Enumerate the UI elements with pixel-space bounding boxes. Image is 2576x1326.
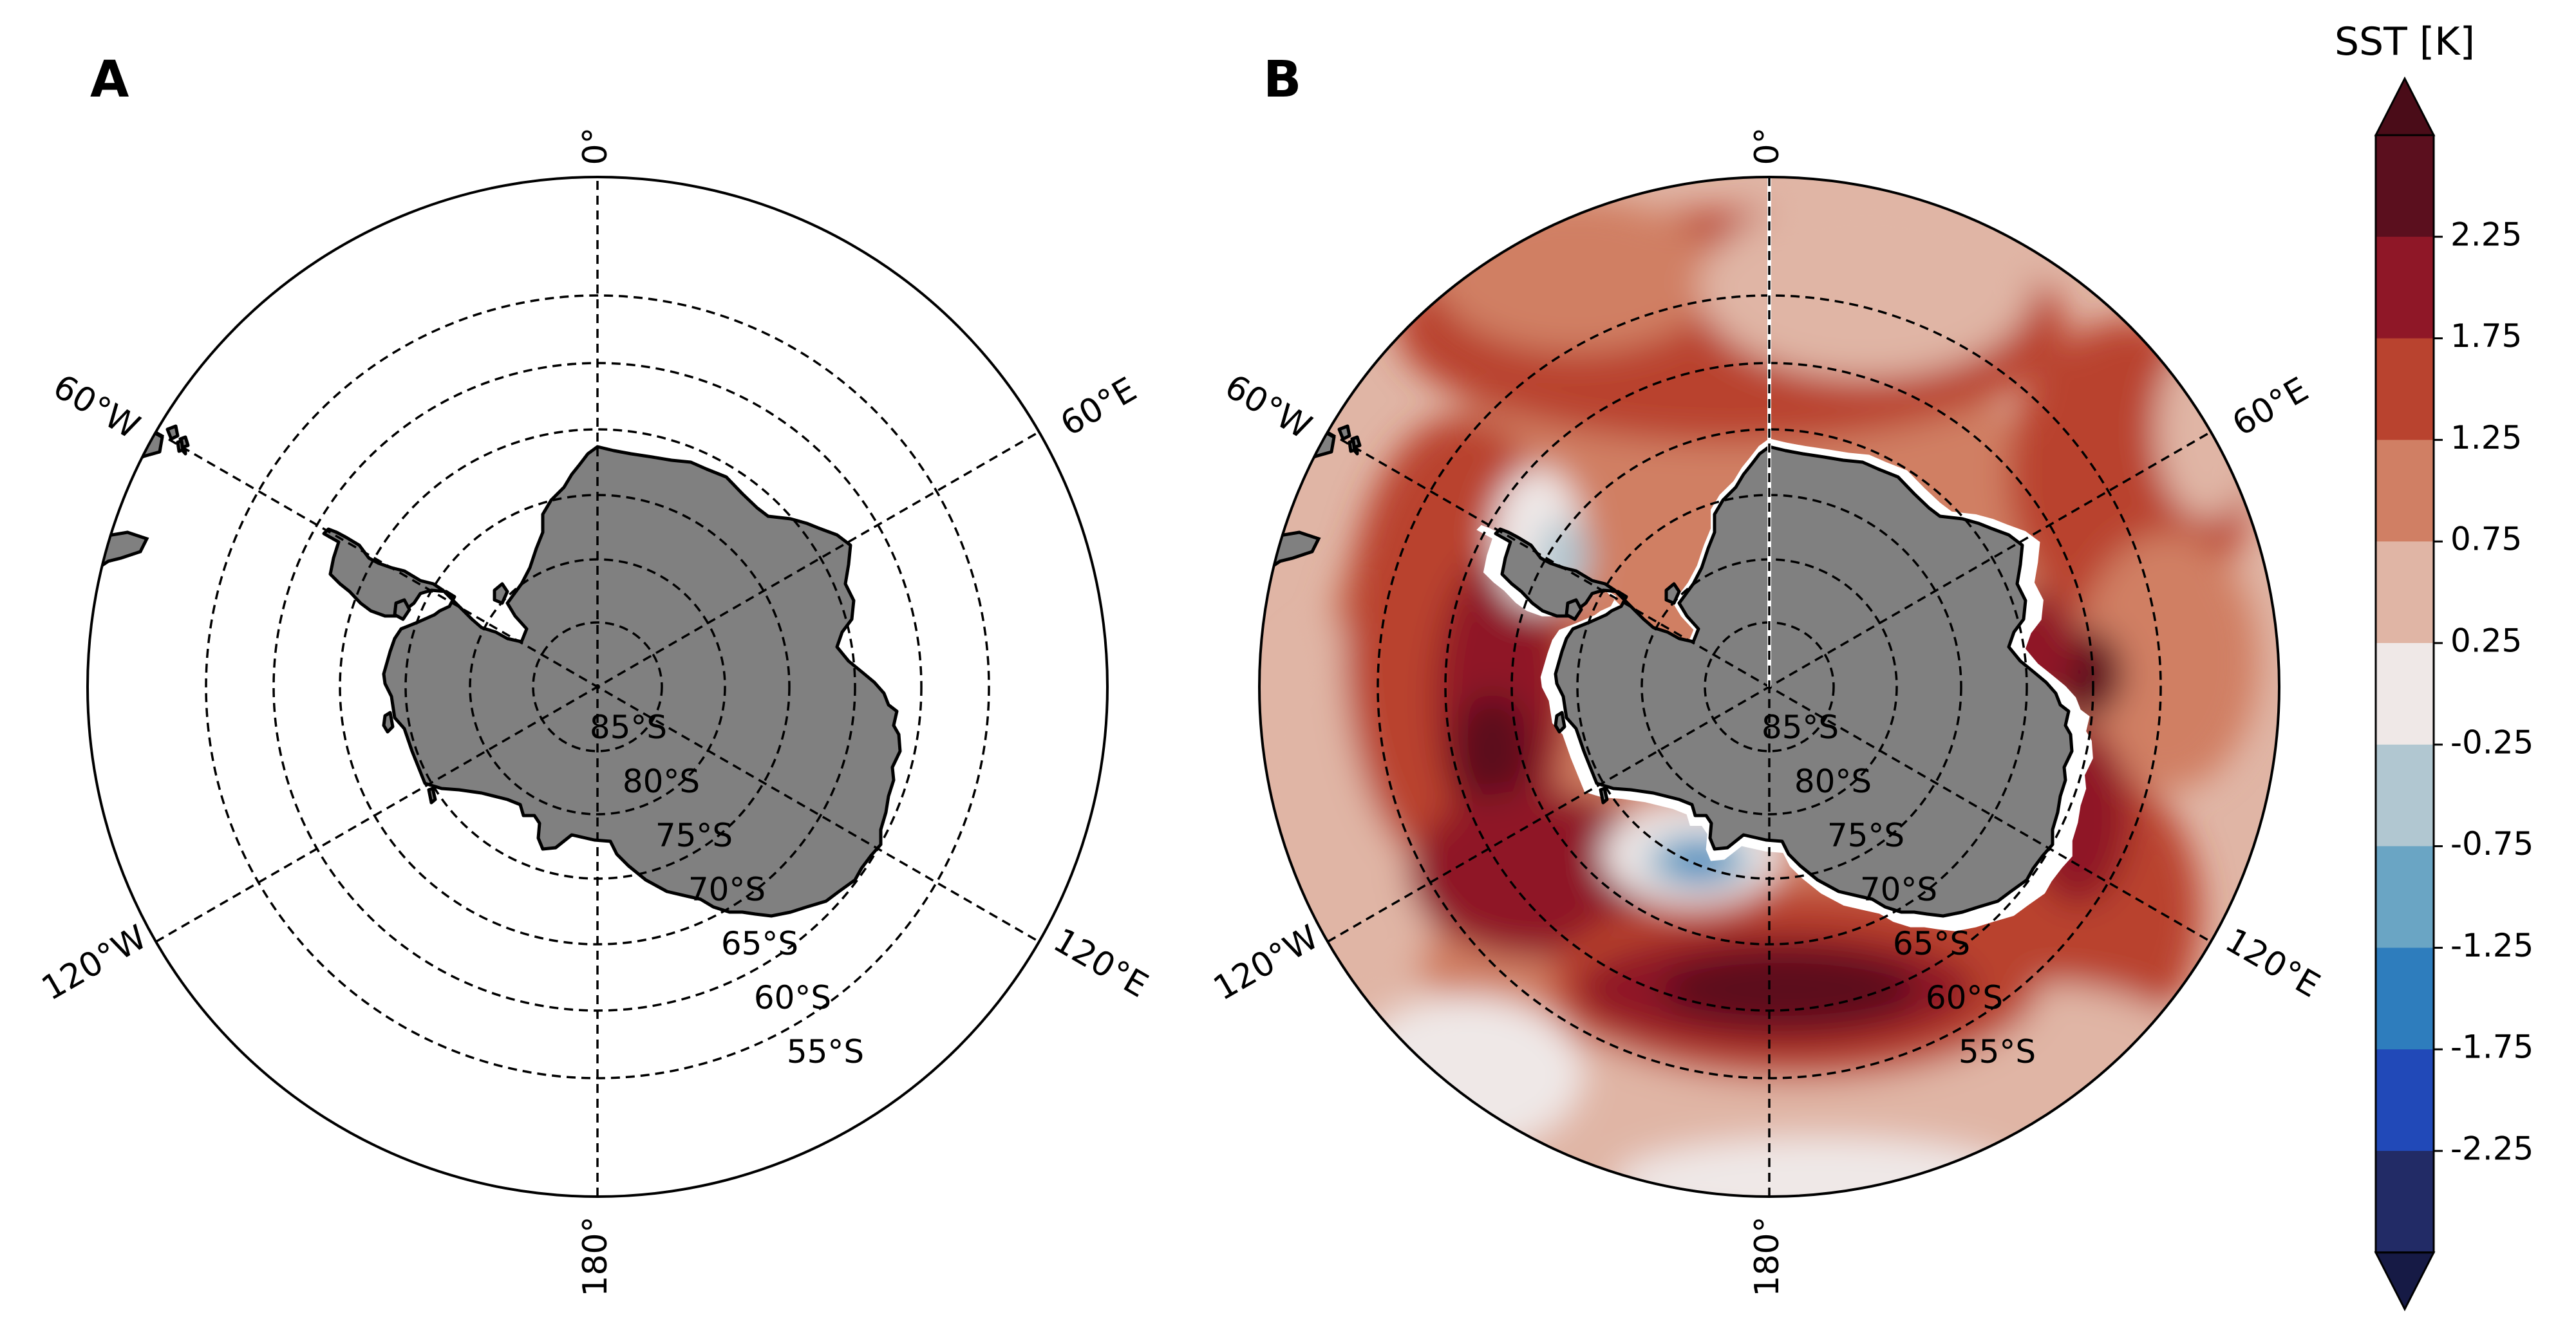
sst-contour-region [1454,693,1531,809]
panel-a-letter: A [90,51,129,109]
colorbar-tick-label: 1.25 [2450,419,2522,456]
meridian-label: 60°E [1054,370,1143,444]
colorbar-band [2376,948,2434,1050]
meridian-label: 120°W [1207,918,1325,1008]
colorbar-tick-label: -1.75 [2450,1029,2534,1066]
island-landmass [382,711,395,734]
parallel-label: 60°S [1926,979,2003,1016]
antarctica-continent [322,445,902,918]
island-landmass [1599,787,1609,805]
colorbar-band [2376,440,2434,542]
panel-b-letter: B [1263,51,1301,109]
meridian-line [155,431,1040,943]
sst-contour-region [1615,1137,2027,1197]
antarctica-continent [1494,445,2074,918]
parallel-labels: 85°S 80°S 75°S 70°S 65°S 60°S 55°S [590,709,864,1070]
sst-contour-region [1409,790,1666,957]
parallel-label: 65°S [1893,925,1970,962]
parallel-label: 55°S [787,1033,864,1070]
colorbar-tick-label: 0.75 [2450,521,2522,558]
meridian-label: 120°W [35,918,153,1008]
parallel-labels: 85°S 80°S 75°S 70°S 65°S 60°S 55°S [1762,709,2036,1070]
island-landmass [1337,424,1351,441]
meridian-label: 120°E [2219,921,2326,1005]
sst-contour-region [2078,532,2259,790]
meridian-label: 120°E [1047,921,1154,1005]
meridian-label: 180° [1748,1216,1787,1296]
colorbar-extend-max [2374,76,2436,136]
island-landmass [427,787,437,805]
sst-contour-region [1351,996,1583,1150]
colorbar-tick-label: 1.75 [2450,317,2522,355]
colorbar-band [2376,135,2434,238]
colorbar-tick-label: 0.25 [2450,622,2522,660]
colorbar-band [2376,744,2434,847]
sst-contour-region [1660,951,1917,1028]
meridian-label: 180° [576,1216,615,1296]
panel-a-map: A 0° 60°E 120°E 180° 120°W 60°W 85°S 80°S 75°S 7… [35,51,1154,1297]
island-landmass [1664,582,1681,605]
sst-colorbar: SST [K] 2.25 1.75 1.25 0.75 0.25 -0.25 -0.75 -1… [2335,19,2534,1312]
graticule-lines [155,177,1040,1197]
colorbar-tick-label: -1.25 [2450,927,2534,964]
meridian-label: 60°W [46,368,146,447]
graticule-lines [1327,177,2212,1197]
island-landmass [1352,448,1359,456]
parallel-label: 55°S [1959,1033,2036,1070]
sst-contour-region [1434,198,1718,352]
colorbar-tick-label: -2.25 [2450,1130,2534,1168]
meridian-label: 0° [576,127,615,165]
colorbar-band [2376,643,2434,745]
colorbar-frame [2374,134,2435,1254]
colorbar-band [2376,1049,2434,1152]
island-landmass [165,424,180,441]
parallel-label: 80°S [623,763,700,800]
colorbar-tick-label: -0.25 [2450,724,2534,761]
map-boundary [1258,176,2280,1198]
island-landmass [1565,598,1583,621]
parallel-label: 70°S [688,871,766,908]
colorbar-band [2376,541,2434,644]
colorbar-band [2376,1151,2434,1253]
parallel-line [532,621,663,752]
meridian-label: 0° [1748,127,1787,165]
parallel-label: 65°S [721,925,798,962]
colorbar-extend-min [2374,1251,2436,1312]
meridian-label: 60°W [1218,368,1317,447]
island-landmass [1554,711,1566,734]
island-landmass [493,582,509,605]
parallel-label: 85°S [590,709,667,746]
meridian-label: 60°E [2226,370,2315,444]
map-boundary [86,176,1109,1198]
parallel-label: 85°S [1762,709,1839,746]
parallel-label: 75°S [655,817,733,854]
colorbar-tick-label: -0.75 [2450,825,2534,863]
sst-contour-region [1698,198,2033,378]
island-landmass [393,598,411,621]
colorbar-title: SST [K] [2335,19,2475,64]
panel-b-map: B 0° 60°E 120°E 180° 120°W 60°W 85°S 80°S 75°S 7… [1207,51,2326,1297]
colorbar-tick-label: 2.25 [2450,216,2522,253]
colorbar-band [2376,846,2434,948]
colorbar-band [2376,236,2434,339]
parallel-label: 70°S [1860,871,1937,908]
parallel-label: 80°S [1794,763,1872,800]
colorbar-band [2376,338,2434,440]
parallel-label: 75°S [1827,817,1904,854]
parallel-label: 60°S [754,979,831,1016]
island-landmass [180,448,187,456]
